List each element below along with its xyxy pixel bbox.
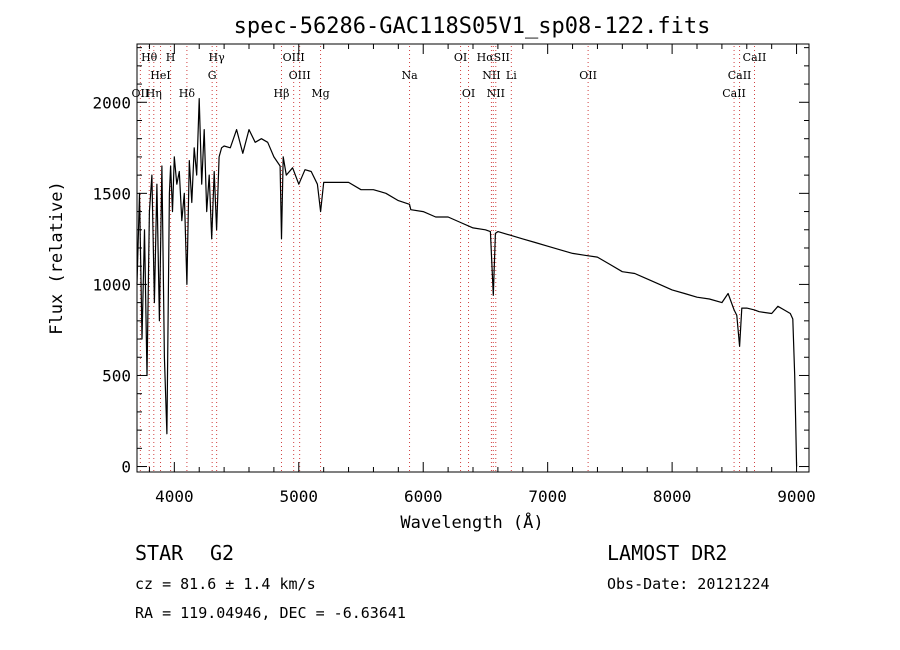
x-tick-label: 4000 [155,487,194,506]
spectral-line-label: Hγ [209,51,226,64]
plot-frame [136,43,810,473]
spectral-line-label: Li [506,69,517,82]
y-tick-label: 2000 [92,93,131,112]
y-tick-label: 1500 [92,184,131,203]
line-markers [139,46,755,471]
spectral-line-label: OIII [283,51,305,64]
spectral-line-label: Hη [146,87,162,100]
spectral-line-label: OIII [289,69,311,82]
spectral-line-label: CaII [743,51,767,64]
spectral-line-label: OI [454,51,467,64]
spectral-line-label: Hβ [274,87,290,100]
y-tick-label: 0 [121,458,131,477]
spectral-line-label: HαSII [477,51,510,64]
spectral-line-label: NII [487,87,505,100]
spectral-line-label: CaII [728,69,752,82]
chart-title: spec-56286-GAC118S05V1_sp08-122.fits [234,14,711,39]
spectral-line-label: Hθ [141,51,158,64]
x-axis: 4000 5000 6000 7000 8000 9000 [148,44,816,506]
y-axis: 0 500 1000 1500 2000 [92,47,809,477]
spectral-line-label: G [208,69,217,82]
x-axis-label: Wavelength (Å) [400,511,543,533]
y-tick-label: 1000 [92,275,131,294]
object-class: STAR [135,541,184,565]
spectral-line-label: NII [482,69,500,82]
spectral-line-label: Hδ [179,87,196,100]
spectrum-series [136,97,798,467]
spectral-line-label: Mg [311,87,329,100]
x-tick-label: 8000 [653,487,692,506]
spectral-line-label: OII [132,87,150,100]
x-tick-label: 5000 [280,487,319,506]
x-tick-label: 9000 [777,487,816,506]
spectral-line-label: OI [462,87,475,100]
x-tick-label: 6000 [404,487,443,506]
object-subclass: G2 [210,541,235,565]
survey-name: LAMOST DR2 [607,541,728,565]
velocity-readout: cz = 81.6 ± 1.4 km/s [135,575,316,593]
y-tick-label: 500 [102,366,131,385]
spectral-line-label: Na [401,69,418,82]
spectrum-line [136,97,798,467]
y-axis-label: Flux (relative) [47,181,67,335]
spectral-line-label: HeI [150,69,170,82]
spectral-line-label: H [166,51,176,64]
spectral-line-label: OII [579,69,597,82]
coordinates-readout: RA = 119.04946, DEC = -6.63641 [135,604,406,622]
x-tick-label: 7000 [528,487,567,506]
obs-date: Obs-Date: 20121224 [607,575,770,593]
spectral-line-label: CaII [722,87,746,100]
